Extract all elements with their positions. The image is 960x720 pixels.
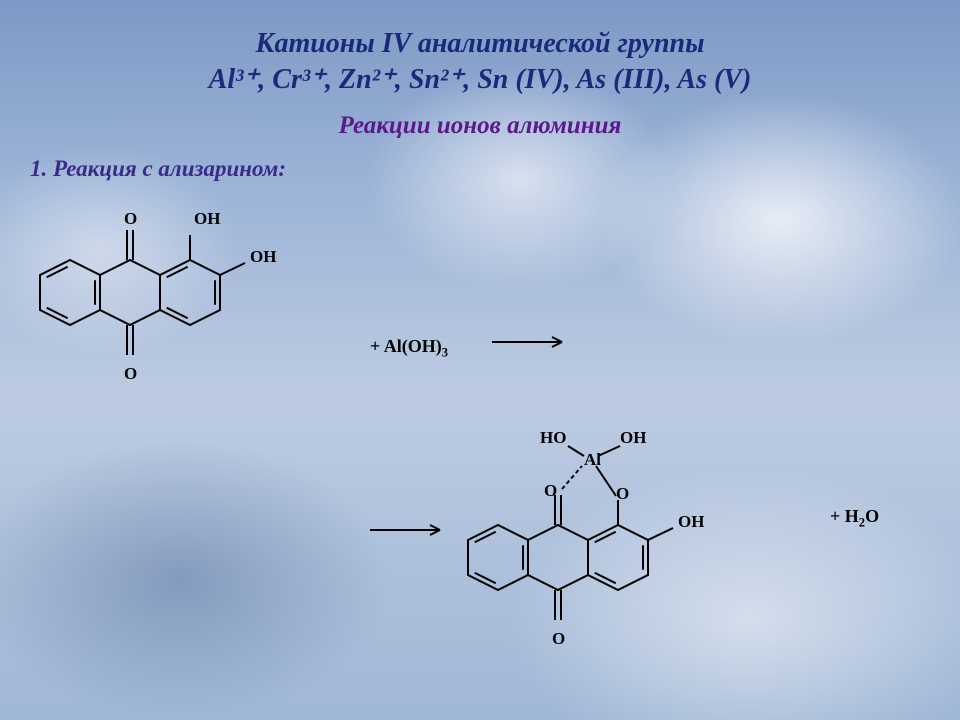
arrow-2: [365, 520, 455, 540]
point-1: 1. Реакция с ализарином:: [30, 156, 286, 182]
product-o: O: [865, 506, 879, 526]
title-line-2: Al³⁺, Cr³⁺, Zn²⁺, Sn²⁺, Sn (IV), As (III…: [0, 62, 960, 96]
mol2-oh-2: OH: [678, 512, 704, 532]
reagent-text: + Al(OH): [370, 336, 442, 356]
product-text: + H: [830, 506, 859, 526]
alizarin-structure: [40, 205, 300, 395]
mol1-o-top: O: [124, 209, 137, 229]
mol2-o-bot: O: [552, 629, 565, 649]
arrow-1: [487, 332, 577, 352]
reagent-aloh3: + Al(OH)3: [370, 336, 448, 361]
mol2-oh-right: OH: [620, 428, 646, 448]
mol2-o-top: O: [544, 481, 557, 501]
heading-reactions: Реакции ионов алюминия: [0, 112, 960, 140]
mol2-o-ring: O: [616, 484, 629, 504]
mol1-oh-2: OH: [250, 247, 276, 267]
title-line-1: Катионы IV аналитической группы: [0, 28, 960, 60]
mol2-ho-left: HO: [540, 428, 566, 448]
reagent-sub: 3: [442, 346, 448, 360]
mol1-o-bot: O: [124, 364, 137, 384]
mol2-al: Al: [584, 450, 601, 470]
product-h2o: + H2O: [830, 506, 879, 531]
mol1-oh-1: OH: [194, 209, 220, 229]
